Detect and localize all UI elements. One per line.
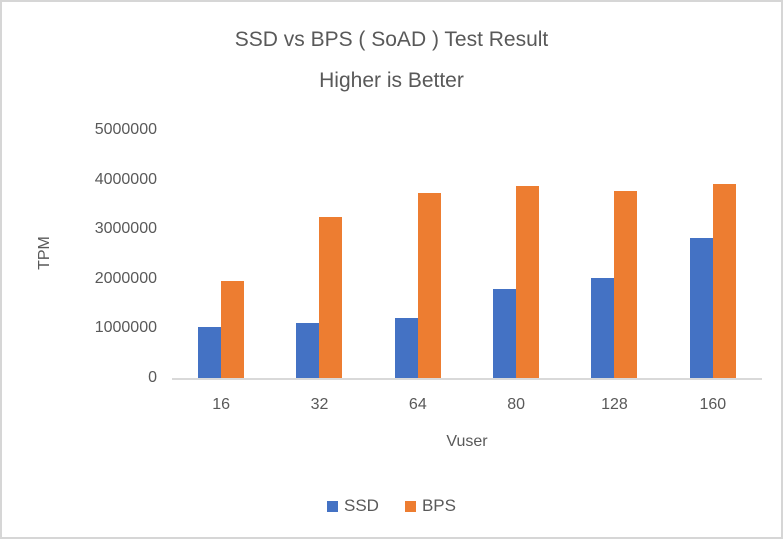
legend-swatch-ssd	[327, 500, 338, 512]
x-tick-label-16: 16	[212, 396, 231, 413]
bar-ssd-64	[394, 318, 418, 378]
bar-ssd-80	[493, 288, 517, 378]
bar-group-16	[172, 130, 270, 378]
bar-group-128	[565, 130, 663, 378]
plot-area	[172, 130, 762, 380]
bar-ssd-160	[689, 238, 713, 378]
legend-label: SSD	[344, 496, 379, 515]
x-tick-label-32: 32	[310, 396, 329, 413]
bar-bps-32	[319, 216, 343, 378]
y-tick-label: 1000000	[94, 319, 157, 337]
bar-bps-80	[516, 186, 540, 378]
x-tick-label-80: 80	[507, 396, 526, 413]
legend-item-bps: BPS	[404, 496, 456, 516]
x-tick-label-64: 64	[408, 396, 427, 413]
legend: SSD BPS	[2, 496, 781, 516]
bar-group-160	[664, 130, 762, 378]
bar-ssd-16	[198, 326, 222, 378]
chart-title: SSD vs BPS ( SoAD ) Test Result	[234, 28, 549, 51]
chart-subtitle: Higher is Better	[319, 69, 464, 92]
bar-group-32	[270, 130, 368, 378]
x-axis-title: Vuser	[446, 433, 488, 450]
y-tick-label: 5000000	[94, 121, 157, 138]
y-axis-tick-labels: 0 1000000 2000000 3000000 4000000 5000000	[2, 2, 157, 422]
bar-group-64	[369, 130, 467, 378]
bar-ssd-128	[591, 277, 615, 378]
x-tick-label-160: 160	[699, 396, 727, 413]
bar-bps-128	[614, 190, 638, 378]
x-tick-label-128: 128	[601, 396, 628, 413]
bar-bps-64	[417, 193, 441, 378]
bar-bps-16	[221, 281, 245, 378]
bar-bps-160	[712, 183, 736, 378]
legend-label: BPS	[421, 496, 456, 515]
x-axis-tick-labels: 16 32 64 80 128 160	[172, 396, 762, 414]
bar-ssd-32	[296, 323, 320, 378]
y-tick-label: 4000000	[94, 170, 157, 188]
y-tick-label: 3000000	[94, 220, 157, 238]
y-tick-label: 2000000	[94, 269, 157, 287]
y-tick-label: 0	[148, 369, 157, 386]
bar-group-80	[467, 130, 565, 378]
legend-item-ssd: SSD	[327, 496, 379, 516]
legend-swatch-bps	[404, 500, 416, 512]
